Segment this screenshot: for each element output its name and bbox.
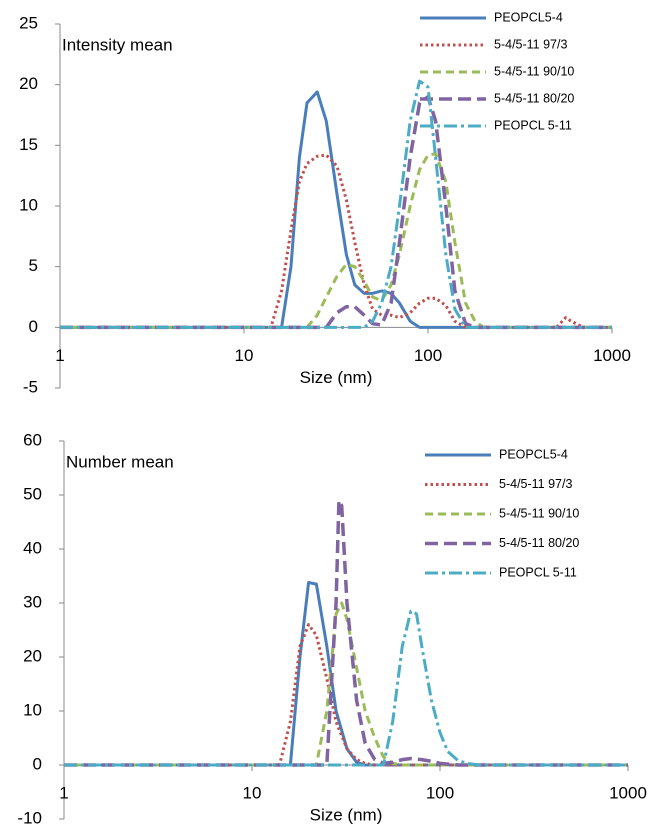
x-tick-label: 1 xyxy=(59,783,68,802)
x-tick-label: 100 xyxy=(414,346,442,365)
y-tick-label: 30 xyxy=(23,592,42,611)
legend-label: 5-4/5-11 90/10 xyxy=(499,506,579,520)
y-tick-label: 25 xyxy=(19,13,38,32)
series-line xyxy=(60,152,612,329)
legend-label: PEOPCL5-4 xyxy=(494,10,563,24)
series-line xyxy=(60,90,612,329)
legend-label: PEOPCL 5-11 xyxy=(494,118,572,132)
y-tick-label: 50 xyxy=(23,484,42,503)
x-tick-label: 1 xyxy=(55,346,64,365)
x-axis-label: Size (nm) xyxy=(300,368,373,387)
y-tick-label: 20 xyxy=(23,646,42,665)
y-tick-label: 0 xyxy=(29,317,38,336)
y-tick-label: 0 xyxy=(33,754,42,773)
series-line xyxy=(60,95,612,330)
legend-label: 5-4/5-11 80/20 xyxy=(499,536,579,550)
series-line xyxy=(60,79,612,329)
y-tick-label: 20 xyxy=(19,74,38,93)
x-axis-label: Size (nm) xyxy=(310,805,383,824)
legend-label: PEOPCL 5-11 xyxy=(499,565,577,579)
annotation: Number mean xyxy=(66,452,174,471)
y-tick-label: 60 xyxy=(23,430,42,449)
legend-label: 5-4/5-11 80/20 xyxy=(494,91,574,105)
series-line xyxy=(64,623,628,767)
y-tick-label: 5 xyxy=(29,256,38,275)
y-tick-label: -5 xyxy=(23,377,38,396)
series-line xyxy=(64,609,628,767)
series-line xyxy=(64,498,628,767)
legend-label: 5-4/5-11 97/3 xyxy=(494,37,567,51)
series-line xyxy=(60,153,612,329)
legend-label: 5-4/5-11 97/3 xyxy=(499,477,572,491)
x-tick-label: 10 xyxy=(235,346,254,365)
x-tick-label: 1000 xyxy=(609,783,647,802)
y-tick-label: 40 xyxy=(23,538,42,557)
y-tick-label: 10 xyxy=(19,195,38,214)
legend-label: 5-4/5-11 90/10 xyxy=(494,64,574,78)
x-tick-label: 10 xyxy=(243,783,262,802)
y-tick-label: -10 xyxy=(17,808,42,827)
y-tick-label: 15 xyxy=(19,135,38,154)
legend-label: PEOPCL5-4 xyxy=(499,447,568,461)
x-tick-label: 1000 xyxy=(593,346,631,365)
y-tick-label: 10 xyxy=(23,700,42,719)
x-tick-label: 100 xyxy=(426,783,454,802)
annotation: Intensity mean xyxy=(62,35,173,54)
